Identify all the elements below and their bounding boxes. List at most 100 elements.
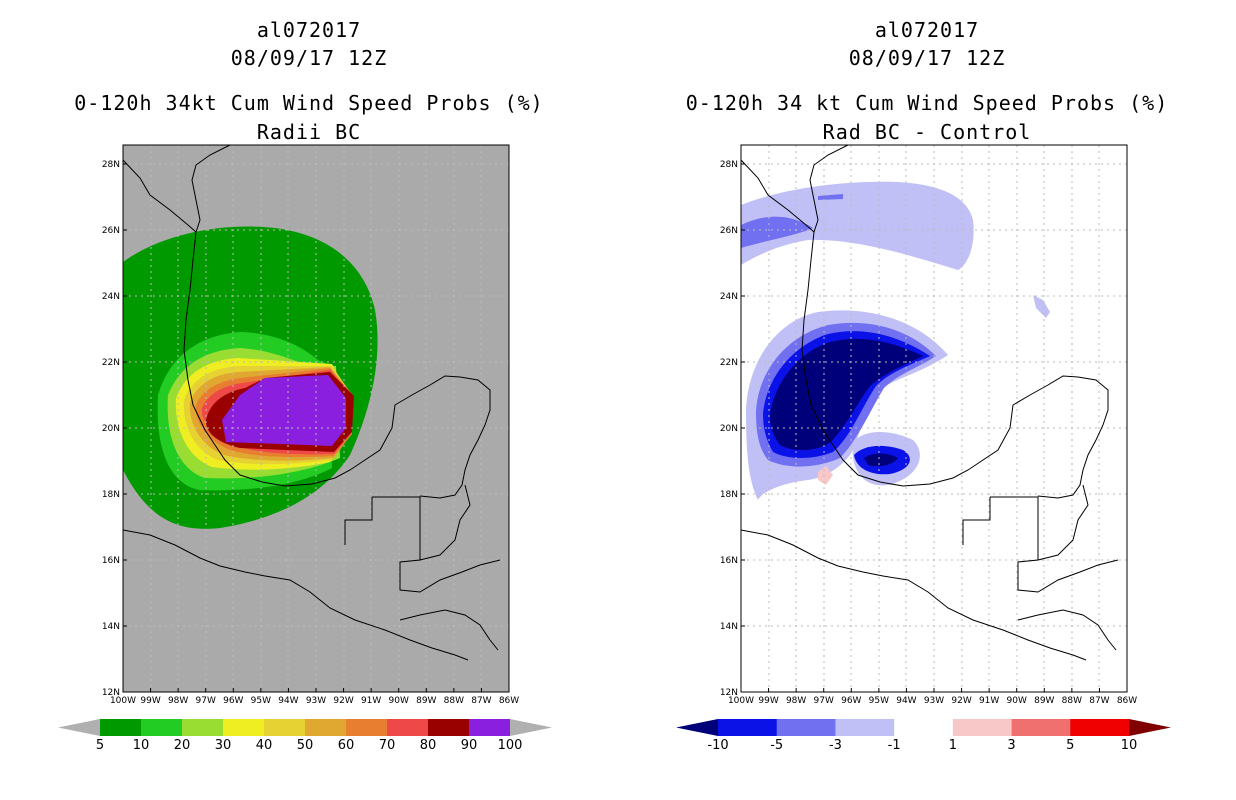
lon-label: 88W [1062, 696, 1082, 706]
colorbar-label: 1 [949, 738, 957, 753]
lon-label: 92W [951, 696, 971, 706]
colorbar: -10 -5 -3 -1 1 3 5 10 [676, 719, 1171, 753]
lat-label: 22N [720, 358, 738, 368]
colorbar-swatch [141, 719, 183, 736]
colorbar-label: 70 [379, 738, 396, 753]
lon-label: 88W [444, 696, 464, 706]
colorbar-label: 10 [133, 738, 150, 753]
lon-label: 95W [869, 696, 889, 706]
colorbar-label: 100 [498, 738, 523, 753]
lat-label: 16N [102, 556, 120, 566]
colorbar-label: -1 [888, 738, 901, 753]
lat-label: 28N [102, 160, 120, 170]
product-title: 0-120h 34kt Cum Wind Speed Probs (%) [74, 91, 544, 115]
colorbar-swatch [182, 719, 224, 736]
colorbar-high-arrow [510, 719, 552, 736]
colorbar-label: 50 [297, 738, 314, 753]
colorbar-swatch [469, 719, 511, 736]
colorbar-swatch [894, 719, 954, 736]
lon-label: 96W [841, 696, 861, 706]
lon-label: 100W [728, 696, 754, 706]
lon-label: 94W [896, 696, 916, 706]
lat-label: 26N [720, 226, 738, 236]
colorbar-swatch [428, 719, 470, 736]
colorbar-swatch [346, 719, 388, 736]
colorbar-label: 90 [461, 738, 478, 753]
colorbar-swatch [718, 719, 778, 736]
lon-label: 98W [168, 696, 188, 706]
colorbar-label: -3 [829, 738, 842, 753]
lon-label: 92W [333, 696, 353, 706]
colorbar-high-arrow [1129, 719, 1171, 736]
colorbar-label: 20 [174, 738, 191, 753]
colorbar-swatch [1070, 719, 1130, 736]
colorbar-label: 3 [1007, 738, 1015, 753]
lon-label: 90W [1007, 696, 1027, 706]
lon-label: 87W [1089, 696, 1109, 706]
colorbar-swatch [776, 719, 836, 736]
lat-label: 24N [102, 292, 120, 302]
colorbar-swatch [1011, 719, 1071, 736]
lon-label: 100W [110, 696, 136, 706]
colorbar-swatch [387, 719, 429, 736]
lon-label: 99W [758, 696, 778, 706]
lon-label: 93W [924, 696, 944, 706]
grid-lines [741, 145, 1127, 692]
colorbar-label: 60 [338, 738, 355, 753]
colorbar-low-arrow [58, 719, 100, 736]
lon-label: 89W [416, 696, 436, 706]
product-title: 0-120h 34 kt Cum Wind Speed Probs (%) [685, 91, 1169, 115]
init-time: 08/09/17 12Z [848, 46, 1006, 70]
lat-label: 12N [720, 688, 738, 698]
lon-label: 97W [814, 696, 834, 706]
lon-label: 99W [140, 696, 160, 706]
colorbar-swatch [305, 719, 347, 736]
lon-label: 90W [389, 696, 409, 706]
lon-label: 97W [196, 696, 216, 706]
colorbar-label: -10 [707, 738, 728, 753]
colorbar-label: 10 [1121, 738, 1138, 753]
colorbar-label: 30 [215, 738, 232, 753]
right-map-panel: al072017 08/09/17 12Z 0-120h 34 kt Cum W… [618, 0, 1236, 800]
lat-label: 16N [720, 556, 738, 566]
lon-label: 94W [278, 696, 298, 706]
grid-lines [123, 145, 509, 692]
lat-label: 12N [102, 688, 120, 698]
lon-label: 86W [1117, 696, 1137, 706]
colorbar-swatch [835, 719, 895, 736]
lat-label: 24N [720, 292, 738, 302]
lat-label: 14N [720, 622, 738, 632]
colorbar-low-arrow [676, 719, 718, 736]
lat-label: 18N [720, 490, 738, 500]
colorbar-label: 5 [96, 738, 104, 753]
lon-label: 86W [499, 696, 519, 706]
lon-label: 91W [979, 696, 999, 706]
lon-label: 87W [471, 696, 491, 706]
coastlines [740, 144, 1119, 661]
probability-contours [123, 226, 378, 529]
lon-label: 96W [223, 696, 243, 706]
lat-label: 28N [720, 160, 738, 170]
lat-label: 18N [102, 490, 120, 500]
storm-id: al072017 [256, 18, 362, 42]
lat-label: 14N [102, 622, 120, 632]
colorbar: 5 10 20 30 40 50 60 70 80 90 100 [58, 719, 552, 753]
colorbar-label: 80 [420, 738, 437, 753]
colorbar-swatch [952, 719, 1013, 736]
lon-label: 95W [251, 696, 271, 706]
lon-label: 93W [306, 696, 326, 706]
coastlines [122, 144, 501, 661]
colorbar-swatch [100, 719, 142, 736]
experiment-title: Radii BC [256, 120, 362, 144]
lon-label: 98W [786, 696, 806, 706]
colorbar-swatch [264, 719, 306, 736]
experiment-title: Rad BC - Control [822, 120, 1032, 144]
lon-label: 91W [361, 696, 381, 706]
colorbar-label: -5 [770, 738, 783, 753]
lon-label: 89W [1034, 696, 1054, 706]
lat-label: 26N [102, 226, 120, 236]
